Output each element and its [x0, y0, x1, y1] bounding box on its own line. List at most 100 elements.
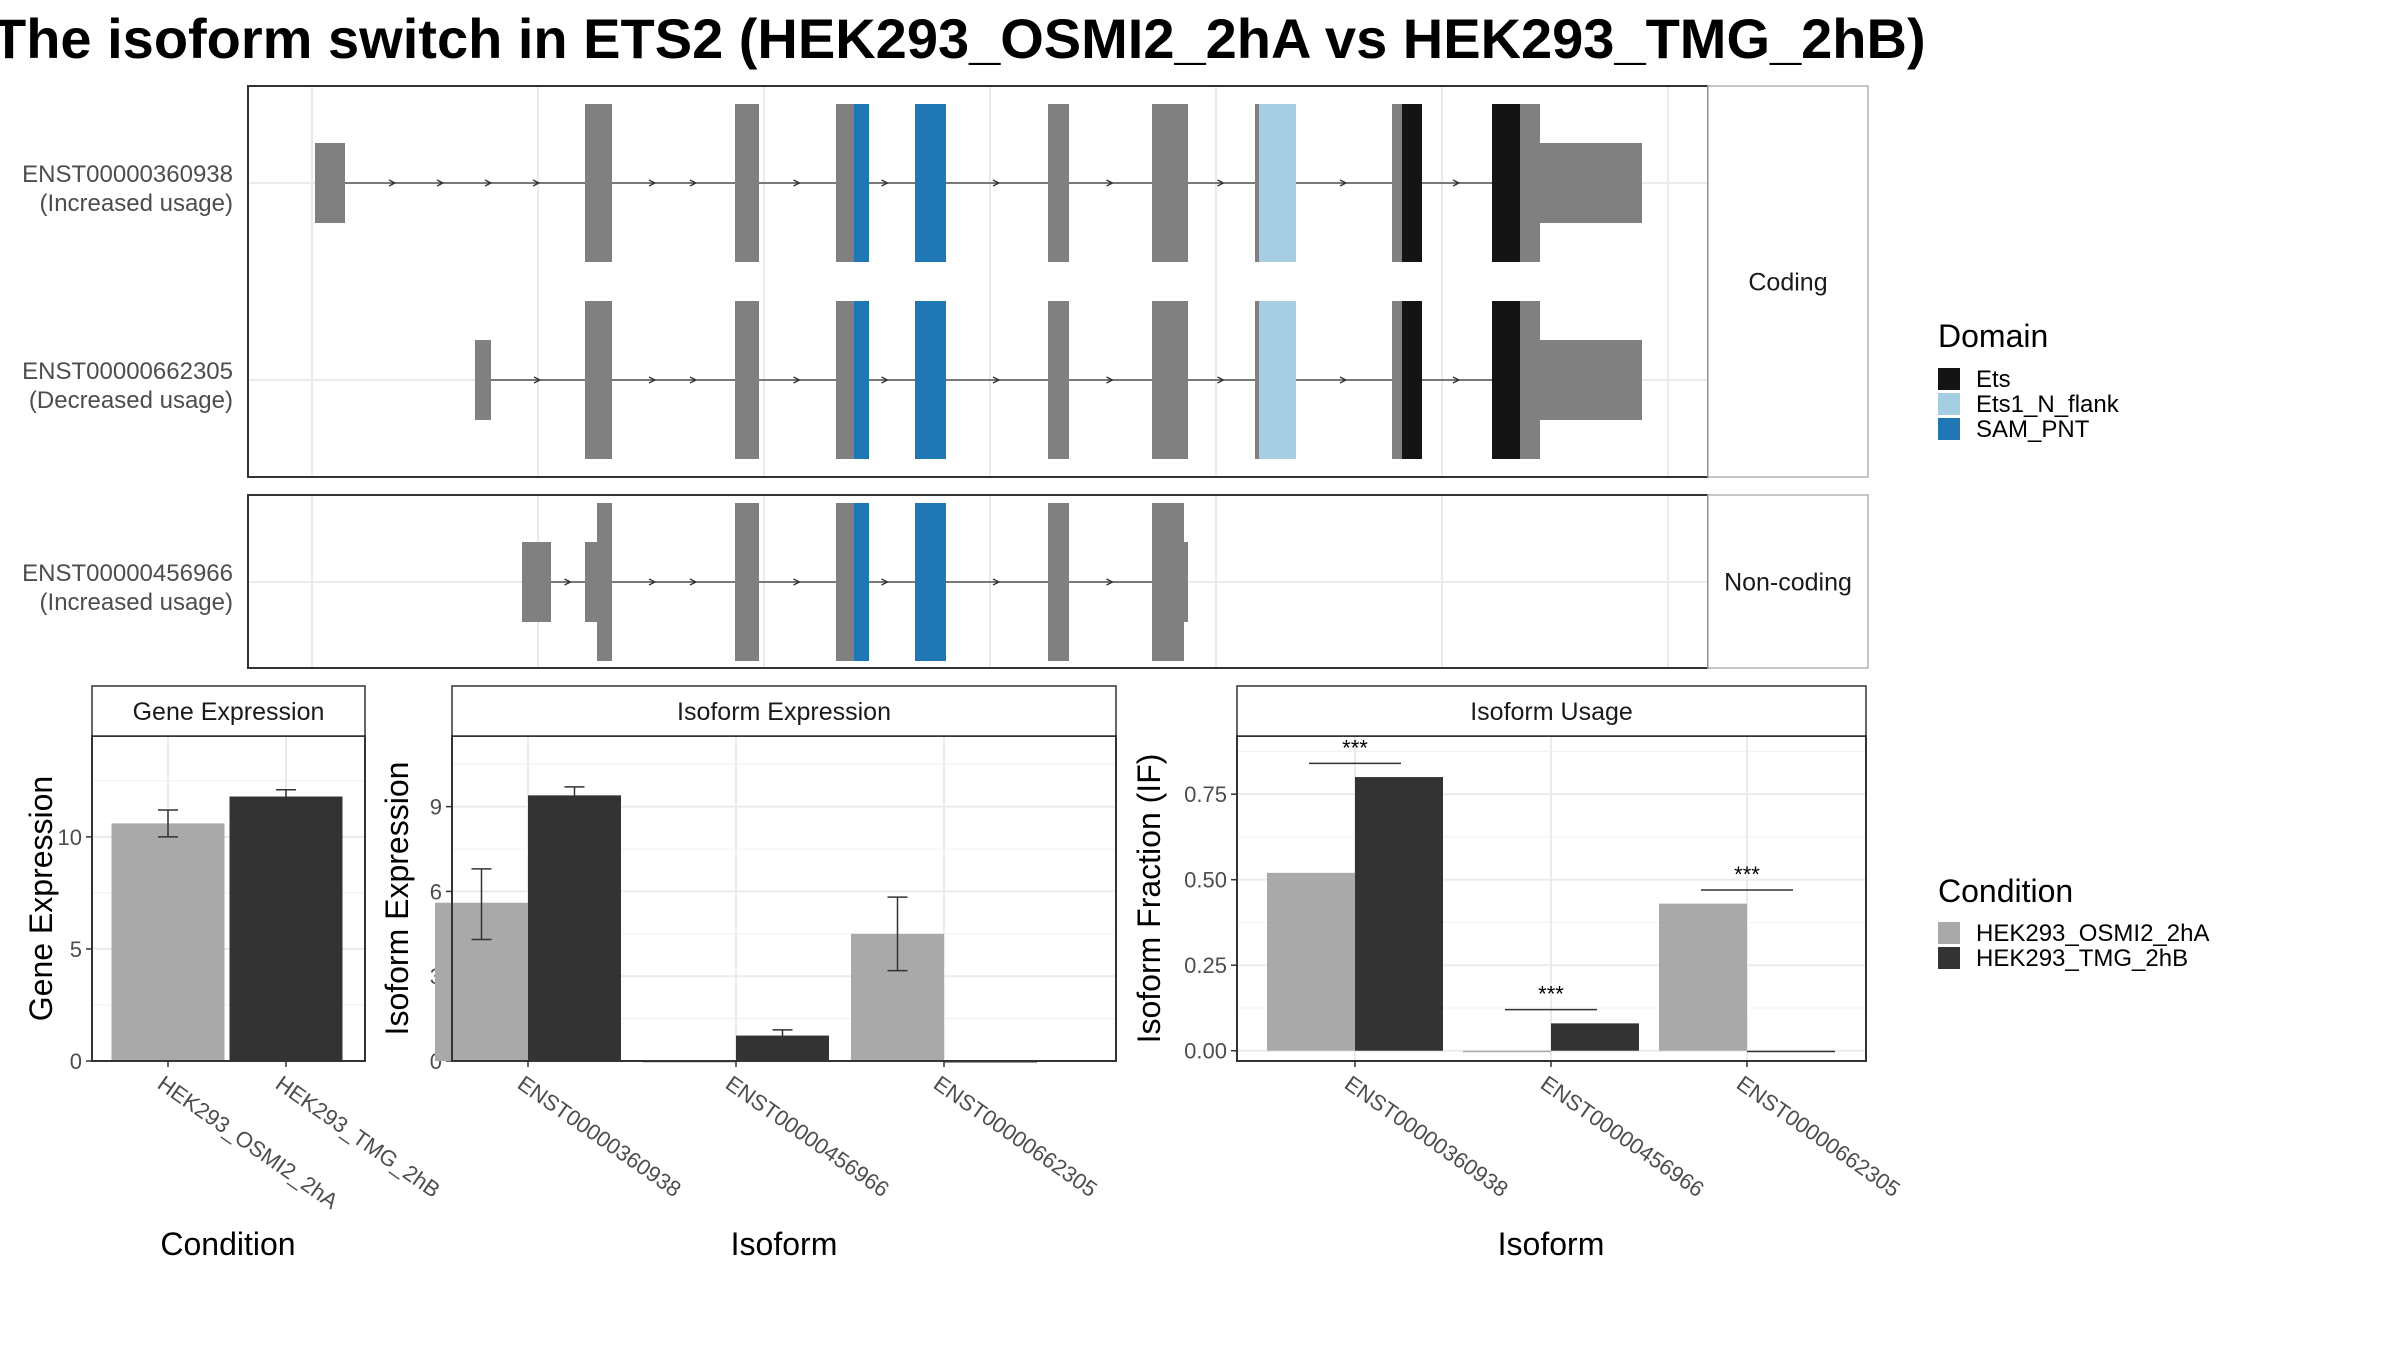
transcript-id-label: ENST00000456966	[22, 560, 233, 587]
bar	[1747, 1050, 1835, 1053]
intron-direction-arrow	[388, 179, 397, 187]
significance-label: ***	[1342, 735, 1368, 760]
protein-domain	[915, 301, 946, 459]
y-tick-label: 6	[430, 879, 442, 904]
exon	[836, 503, 856, 661]
transcript-id-label: ENST00000662305	[22, 358, 233, 385]
exon	[1184, 542, 1188, 622]
utr-exon	[475, 340, 491, 420]
protein-domain	[1402, 104, 1422, 262]
exon	[585, 104, 612, 262]
bar	[111, 823, 225, 1061]
protein-domain	[854, 104, 869, 262]
facet-strip-label: Non-coding	[1724, 569, 1852, 597]
x-tick-label: ENST00000360938	[1340, 1071, 1513, 1202]
x-tick-label: ENST00000456966	[1536, 1071, 1709, 1202]
structure-panel-bg	[248, 86, 1708, 477]
exon	[1048, 301, 1069, 459]
intron-direction-arrow	[992, 376, 1001, 384]
transcript-ENST00000360938: ENST00000360938(Increased usage)	[22, 104, 1642, 262]
intron-direction-arrow	[533, 376, 542, 384]
exon	[1152, 503, 1184, 661]
intron-direction-arrow	[1452, 179, 1461, 187]
panel-isoform-expression: 0369Isoform ExpressionENST00000360938ENS…	[379, 685, 1117, 1262]
intron-direction-arrow	[1339, 179, 1348, 187]
utr-exon	[1540, 143, 1642, 223]
utr-exon	[1540, 340, 1642, 420]
legend-item-label: HEK293_OSMI2_2hA	[1976, 920, 2209, 947]
x-tick-label: ENST00000456966	[721, 1071, 894, 1202]
bar	[1267, 872, 1355, 1051]
y-axis-title: Isoform Expression	[379, 762, 415, 1036]
intron-direction-arrow	[1106, 376, 1114, 384]
intron-direction-arrow	[1106, 179, 1114, 187]
legend-item-label: Ets1_N_flank	[1976, 391, 2120, 418]
y-tick-label: 5	[70, 937, 82, 962]
y-axis-title: Gene Expression	[23, 776, 59, 1021]
exon	[1048, 104, 1069, 262]
intron-direction-arrow	[689, 179, 698, 187]
legend-item-label: Ets	[1976, 366, 2011, 393]
transcript-structure-plot: Coding ENST00000360938(Increased usage) EN…	[22, 85, 1869, 669]
exon	[735, 301, 759, 459]
x-tick-label: ENST00000360938	[513, 1071, 686, 1202]
intron-direction-arrow	[793, 376, 801, 384]
intron-direction-arrow	[689, 376, 698, 384]
intron-direction-arrow	[881, 578, 889, 586]
intron-direction-arrow	[648, 179, 657, 187]
legend-item-label: SAM_PNT	[1976, 416, 2090, 443]
panel-strip-label: Isoform Usage	[1470, 698, 1633, 726]
transcript-usage-label: (Increased usage)	[40, 589, 233, 616]
y-tick-label: 0.75	[1184, 782, 1227, 807]
panel-isoform-usage: 0.00 0.25 0.50 0.75 *** *** *** Isoform Usage EN…	[1131, 685, 1905, 1262]
exon	[735, 104, 759, 262]
intron-direction-arrow	[1452, 376, 1461, 384]
y-tick-label: 0	[70, 1049, 82, 1074]
exon	[735, 503, 759, 661]
panel-strip	[91, 685, 366, 737]
intron-direction-arrow	[793, 578, 801, 586]
y-tick-label: 0.25	[1184, 953, 1227, 978]
protein-domain	[1259, 104, 1296, 262]
protein-domain	[854, 503, 869, 661]
intron-direction-arrow	[1106, 578, 1114, 586]
bar	[1551, 1023, 1639, 1051]
protein-domain	[1259, 301, 1296, 459]
legend-key-swatch	[1938, 393, 1960, 415]
intron-direction-arrow	[1217, 179, 1225, 187]
facet-strip-label: Coding	[1748, 269, 1827, 297]
bar	[1659, 903, 1747, 1051]
protein-domain	[915, 104, 946, 262]
utr-exon	[315, 143, 345, 223]
transcript-ENST00000456966: ENST00000456966(Increased usage)	[22, 503, 1188, 661]
protein-domain	[1402, 301, 1422, 459]
x-axis-title: Isoform	[1498, 1226, 1605, 1262]
legend-title: Domain	[1938, 318, 2048, 354]
exon	[1048, 503, 1069, 661]
panel-strip	[1236, 685, 1867, 737]
intron-direction-arrow	[648, 578, 657, 586]
significance-label: ***	[1538, 982, 1564, 1007]
y-tick-label: 0.00	[1184, 1039, 1227, 1064]
intron-direction-arrow	[436, 179, 445, 187]
intron-direction-arrow	[881, 376, 889, 384]
y-tick-label: 10	[58, 825, 82, 850]
bar	[528, 795, 621, 1061]
transcript-ENST00000662305: ENST00000662305(Decreased usage)	[22, 301, 1642, 459]
significance-label: ***	[1734, 862, 1760, 887]
exon	[585, 301, 612, 459]
exon	[597, 503, 612, 661]
protein-domain	[1492, 301, 1520, 459]
intron-direction-arrow	[648, 376, 657, 384]
legend-item-label: HEK293_TMG_2hB	[1976, 945, 2188, 972]
panel-strip-label: Gene Expression	[133, 698, 325, 726]
bar	[1463, 1050, 1551, 1053]
protein-domain	[1492, 104, 1520, 262]
legend-key-swatch	[1938, 922, 1960, 944]
x-axis-title: Isoform	[731, 1226, 838, 1262]
legend-key-swatch	[1938, 418, 1960, 440]
exon	[836, 104, 856, 262]
intron-direction-arrow	[1339, 376, 1348, 384]
